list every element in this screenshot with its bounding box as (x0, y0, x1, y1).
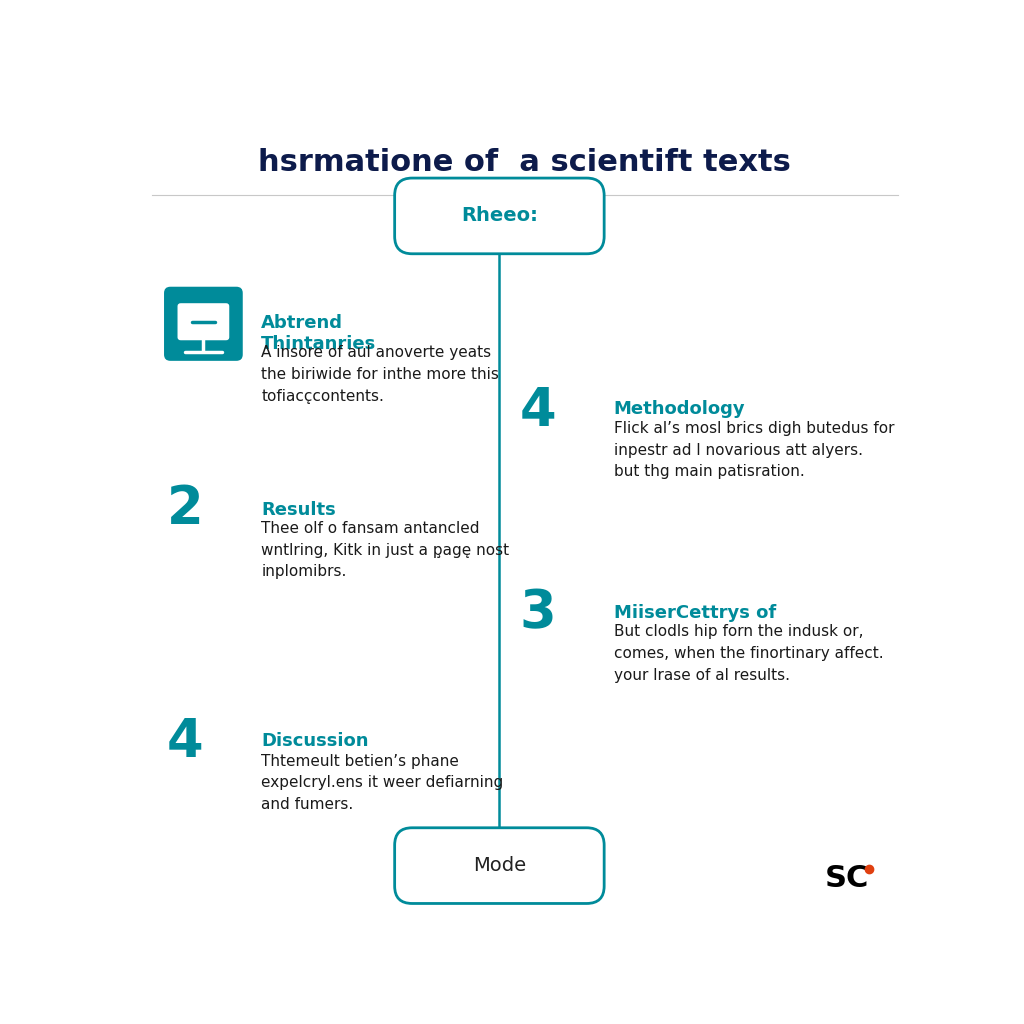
Text: Methodology: Methodology (613, 400, 745, 419)
Text: Thtemeult betien’s phane
expelcryl.ens it weer defiarning
and fumers.: Thtemeult betien’s phane expelcryl.ens i… (261, 754, 504, 812)
Text: Results: Results (261, 502, 336, 519)
Text: hsrmatione of  a scientift texts: hsrmatione of a scientift texts (258, 147, 792, 177)
Text: Abtrend
Thintanries: Abtrend Thintanries (261, 313, 377, 353)
FancyBboxPatch shape (177, 303, 229, 340)
Text: Discussion: Discussion (261, 732, 369, 751)
Text: Thee olf o fansam antancled
wntlring, Kitk in just a p̧agę nost
inplomibrs.: Thee olf o fansam antancled wntlring, Ki… (261, 521, 510, 580)
Text: SC: SC (824, 863, 869, 893)
FancyBboxPatch shape (394, 827, 604, 903)
Text: But clodls hip forn the indusk or,
comes, when the finortinary affect.
your lras: But clodls hip forn the indusk or, comes… (613, 625, 884, 683)
Text: Flick al’s mosl brics digh butedus for
inpestr ad l novarious att alyers.
but th: Flick al’s mosl brics digh butedus for i… (613, 421, 894, 479)
Text: MiiserCettrys of: MiiserCettrys of (613, 604, 776, 622)
Text: Rheeo:: Rheeo: (461, 207, 538, 225)
FancyBboxPatch shape (394, 178, 604, 254)
Text: 3: 3 (520, 588, 557, 639)
Text: A insore of aul anoverte yeats
the biriwide for inthe more this
tofiacc̨contents: A insore of aul anoverte yeats the biriw… (261, 345, 499, 403)
Text: 4: 4 (167, 716, 204, 768)
Text: 2: 2 (167, 483, 204, 536)
Text: Mode: Mode (473, 856, 526, 876)
FancyBboxPatch shape (164, 287, 243, 360)
Text: 4: 4 (520, 385, 557, 436)
